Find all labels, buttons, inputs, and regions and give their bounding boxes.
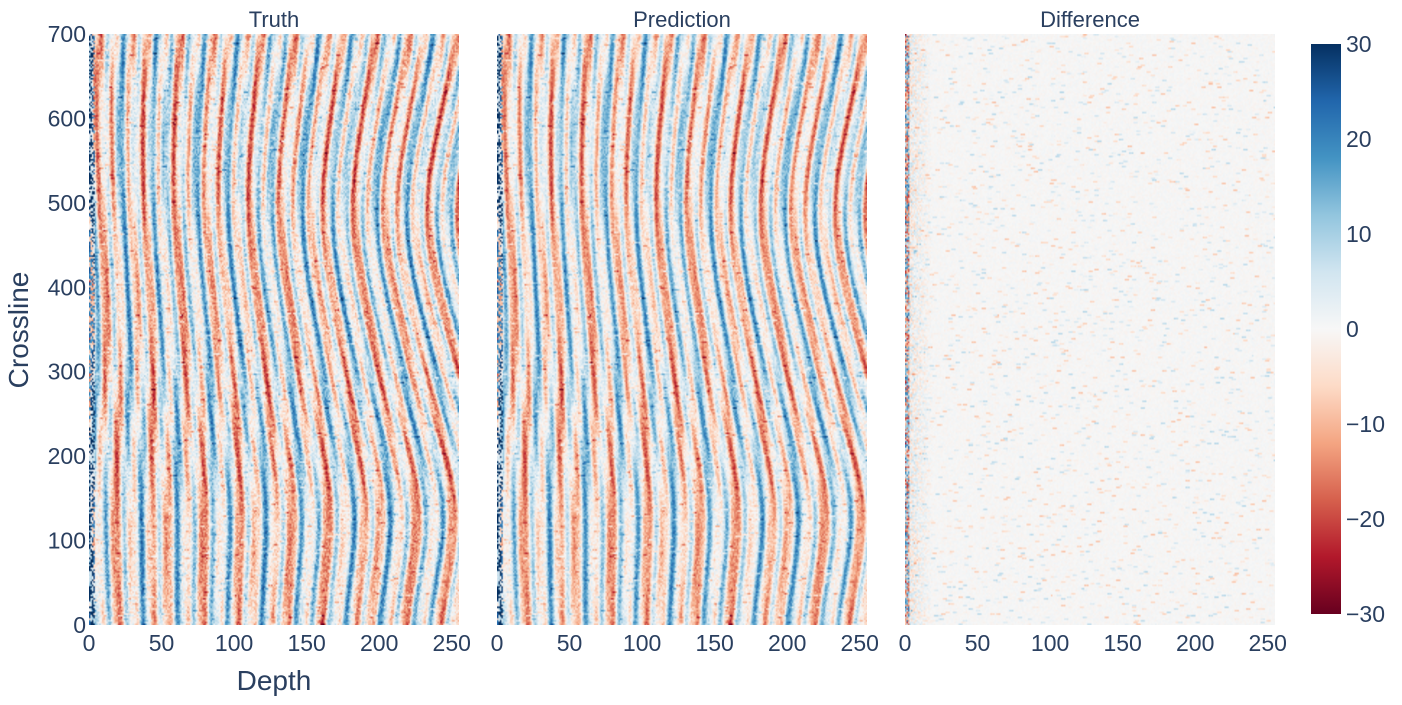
x-axis-label: Depth xyxy=(237,665,312,696)
y-tick-label: 200 xyxy=(48,443,86,469)
y-tick-label: 500 xyxy=(48,190,86,216)
heatmap-prediction xyxy=(497,34,867,625)
y-tick-label: 700 xyxy=(48,21,86,47)
heatmap-difference xyxy=(905,34,1275,625)
x-tick-label: 50 xyxy=(965,630,991,656)
x-tick-label: 250 xyxy=(433,630,471,656)
colorbar-tick-label: 30 xyxy=(1346,31,1372,57)
colorbar-tick-label: 20 xyxy=(1346,126,1372,152)
x-tick-label: 200 xyxy=(768,630,806,656)
y-tick-label: 400 xyxy=(48,274,86,300)
x-tick-label: 150 xyxy=(695,630,733,656)
colorbar-tick-label: −10 xyxy=(1346,411,1385,437)
x-tick-label: 50 xyxy=(557,630,583,656)
colorbar-tick-label: −20 xyxy=(1346,506,1385,532)
y-tick-label: 0 xyxy=(73,612,86,638)
x-tick-label: 150 xyxy=(1103,630,1141,656)
x-tick-label: 250 xyxy=(841,630,879,656)
y-axis-label: Crossline xyxy=(3,272,34,389)
x-ticks-truth: 0 50 100 150 200 250 xyxy=(83,630,471,656)
colorbar: 30 20 10 0 −10 −20 −30 xyxy=(1311,31,1385,627)
panel-title-difference: Difference xyxy=(1040,7,1140,32)
x-tick-label: 250 xyxy=(1249,630,1287,656)
colorbar-tick-label: 0 xyxy=(1346,316,1359,342)
x-tick-label: 50 xyxy=(149,630,175,656)
x-tick-label: 100 xyxy=(215,630,253,656)
panel-title-prediction: Prediction xyxy=(633,7,731,32)
panel-difference: Difference 0 50 100 150 200 250 xyxy=(899,7,1287,656)
x-ticks-prediction: 0 50 100 150 200 250 xyxy=(491,630,879,656)
x-tick-label: 150 xyxy=(287,630,325,656)
y-tick-label: 300 xyxy=(48,359,86,385)
colorbar-tick-label: 10 xyxy=(1346,221,1372,247)
x-tick-label: 100 xyxy=(623,630,661,656)
y-ticks: 0 100 200 300 400 500 600 700 xyxy=(48,21,86,638)
x-tick-label: 0 xyxy=(491,630,504,656)
x-tick-label: 200 xyxy=(360,630,398,656)
x-tick-label: 0 xyxy=(83,630,96,656)
colorbar-gradient xyxy=(1311,44,1341,614)
x-tick-label: 100 xyxy=(1031,630,1069,656)
colorbar-ticks: 30 20 10 0 −10 −20 −30 xyxy=(1346,31,1385,627)
panel-prediction: Prediction 0 50 100 150 200 250 xyxy=(491,7,879,656)
panel-truth: Truth 0 50 100 150 200 250 xyxy=(83,7,471,656)
x-tick-label: 200 xyxy=(1176,630,1214,656)
x-tick-label: 0 xyxy=(899,630,912,656)
y-tick-label: 100 xyxy=(48,528,86,554)
x-ticks-difference: 0 50 100 150 200 250 xyxy=(899,630,1287,656)
panel-title-truth: Truth xyxy=(249,7,300,32)
colorbar-tick-label: −30 xyxy=(1346,601,1385,627)
y-tick-label: 600 xyxy=(48,105,86,131)
heatmap-truth xyxy=(89,34,459,625)
